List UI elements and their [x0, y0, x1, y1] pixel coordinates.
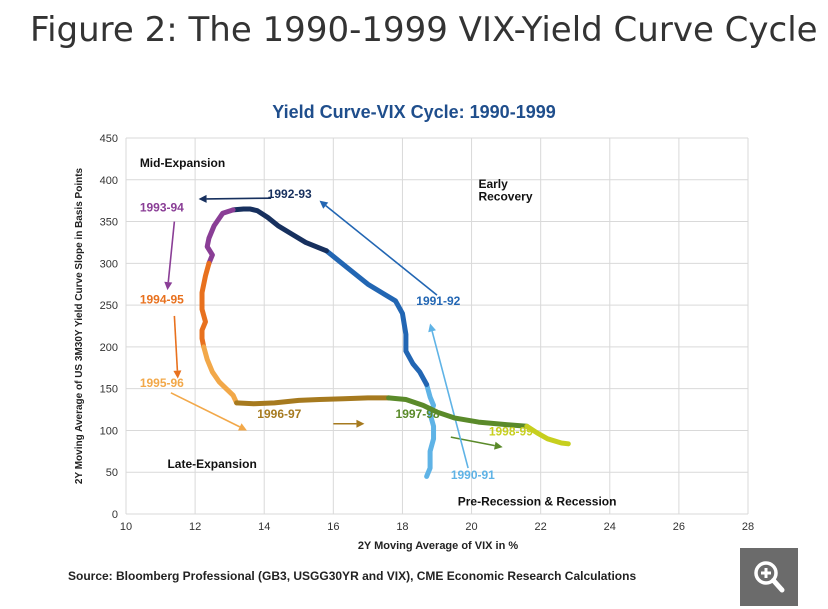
- cycle-arrow: [170, 392, 241, 428]
- series-line-1995-96: [201, 344, 240, 406]
- x-tick-label: 26: [673, 521, 685, 533]
- magnifier-plus-icon: [754, 561, 785, 593]
- cycle-arrow: [431, 331, 469, 469]
- series-label: 1995-96: [140, 376, 184, 390]
- series-line-1996-97: [234, 395, 392, 407]
- arrow-head: [198, 194, 207, 203]
- figure-title: Figure 2: The 1990-1999 VIX-Yield Curve …: [30, 10, 818, 50]
- series-line-1992-93: [230, 206, 329, 254]
- arrow-head: [164, 281, 173, 291]
- x-tick-label: 14: [258, 521, 270, 533]
- series-label: 1990-91: [451, 468, 495, 482]
- x-tick-label: 16: [327, 521, 339, 533]
- y-tick-label: 0: [112, 509, 118, 521]
- zoom-button[interactable]: [740, 548, 798, 606]
- arrow-head: [238, 423, 247, 431]
- series-label: 1996-97: [257, 407, 301, 421]
- arrow-head: [319, 200, 329, 209]
- series-label: 1993-94: [140, 201, 184, 215]
- quadrant-label: Recovery: [478, 190, 532, 204]
- x-tick-label: 18: [396, 521, 408, 533]
- series-line-1994-95: [199, 260, 212, 350]
- x-tick-label: 12: [189, 521, 201, 533]
- y-axis-label: 2Y Moving Average of US 3M30Y Yield Curv…: [74, 167, 85, 484]
- tick-labels: 10 12 14 16 18 20 22 24 26 28 0 50 100 150 200 250 300 35…: [100, 133, 754, 533]
- arrow-head: [173, 370, 182, 379]
- series-labels: 1990-91 1991-92 1992-93 1993-94 1994-95 1995-…: [140, 187, 533, 482]
- x-tick-label: 28: [742, 521, 754, 533]
- y-tick-label: 100: [100, 425, 118, 437]
- y-tick-label: 150: [100, 384, 118, 396]
- arrow-head: [428, 323, 436, 333]
- series-label: 1992-93: [268, 187, 312, 201]
- quadrant-label: Pre-Recession & Recession: [458, 495, 617, 509]
- arrows: [164, 194, 503, 469]
- chart-title: Yield Curve-VIX Cycle: 1990-1999: [272, 102, 555, 122]
- x-tick-label: 22: [535, 521, 547, 533]
- series-label: 1991-92: [416, 294, 460, 308]
- series-label: 1998-99: [489, 424, 533, 438]
- cycle-arrow: [173, 315, 179, 371]
- series-line-1993-94: [204, 207, 236, 266]
- y-tick-label: 350: [100, 217, 118, 229]
- arrow-head: [494, 441, 503, 450]
- arrow-head: [356, 419, 365, 428]
- y-tick-label: 400: [100, 175, 118, 187]
- y-tick-label: 250: [100, 300, 118, 312]
- series-line-1997-98: [386, 395, 530, 429]
- x-tick-label: 20: [465, 521, 477, 533]
- series-line-1990-91: [424, 381, 437, 479]
- series-label: 1997-98: [396, 407, 440, 421]
- cycle-arrow: [325, 205, 438, 296]
- source-note: Source: Bloomberg Professional (GB3, USG…: [68, 569, 637, 583]
- x-tick-label: 10: [120, 521, 132, 533]
- series-line-1991-92: [323, 248, 430, 387]
- quadrant-label: Mid-Expansion: [140, 156, 225, 170]
- cycle-arrow: [450, 436, 495, 447]
- series-label: 1994-95: [140, 292, 184, 306]
- series-lines: [199, 206, 571, 479]
- cycle-arrow: [167, 221, 176, 283]
- y-tick-label: 450: [100, 133, 118, 145]
- series-line-1998-99: [524, 423, 571, 447]
- quadrant-label: Late-Expansion: [167, 457, 256, 471]
- x-tick-label: 24: [604, 521, 616, 533]
- quadrant-label: Early: [478, 177, 508, 191]
- y-tick-label: 200: [100, 342, 118, 354]
- y-tick-label: 50: [106, 467, 118, 479]
- cycle-arrow: [206, 197, 272, 200]
- x-axis-label: 2Y Moving Average of VIX in %: [358, 540, 519, 552]
- y-tick-label: 300: [100, 258, 118, 270]
